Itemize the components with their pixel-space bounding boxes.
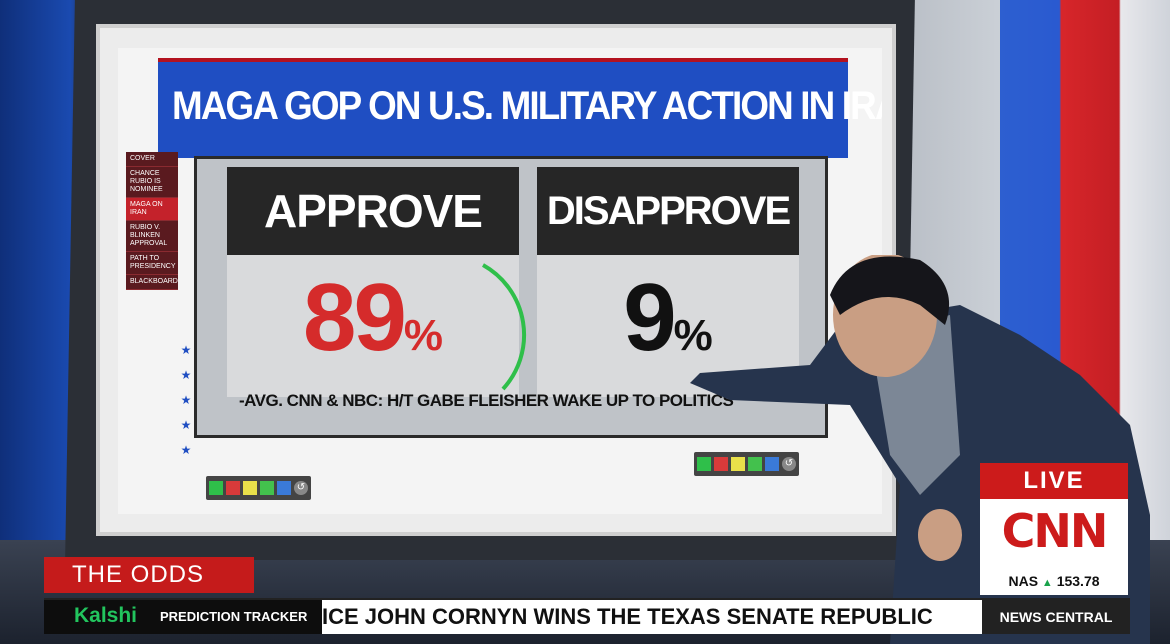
up-arrow-icon: ▲: [1041, 577, 1053, 589]
approve-value: 89: [303, 264, 407, 371]
approve-panel: APPROVE 89%: [227, 167, 527, 397]
side-nav-item-blackboard[interactable]: BLACKBOARD: [126, 275, 178, 290]
lower-third: Kalshi PREDICTION TRACKER ICE JOHN CORNY…: [44, 598, 1130, 634]
segment-tag: THE ODDS: [44, 557, 254, 593]
refresh-icon[interactable]: ↺: [294, 481, 308, 495]
graphic-title: MAGA GOP ON U.S. MILITARY ACTION IN IRAN: [172, 84, 882, 128]
news-crawl: ICE JOHN CORNYN WINS THE TEXAS SENATE RE…: [322, 604, 933, 629]
cnn-logo: CNN: [1001, 504, 1109, 558]
sponsor-block: Kalshi PREDICTION TRACKER: [44, 600, 316, 634]
ticker-divider: [316, 600, 322, 634]
approve-label: APPROVE: [227, 167, 519, 255]
side-nav-item-cover[interactable]: COVER: [126, 152, 178, 167]
stock-value: 153.78: [1056, 573, 1100, 589]
program-name: NEWS CENTRAL: [982, 600, 1130, 634]
side-nav-item-rubio-blinken[interactable]: RUBIO V. BLINKEN APPROVAL: [126, 221, 178, 252]
approve-arc-indicator: [482, 263, 527, 391]
color-tray-right: ↺: [694, 452, 799, 476]
poll-source: -AVG. CNN & NBC: H/T GABE FLEISHER WAKE …: [239, 391, 734, 410]
swatch-red[interactable]: [714, 457, 728, 471]
swatch-green[interactable]: [209, 481, 223, 495]
swatch-blue[interactable]: [277, 481, 291, 495]
disapprove-unit: %: [673, 311, 713, 360]
stock-symbol: NAS: [1008, 573, 1039, 589]
swatch-blue[interactable]: [765, 457, 779, 471]
disapprove-value: 9: [623, 264, 676, 371]
graphic-title-band: MAGA GOP ON U.S. MILITARY ACTION IN IRAN: [158, 58, 882, 158]
refresh-icon[interactable]: ↺: [782, 457, 796, 471]
side-nav-item-maga-iran[interactable]: MAGA ON IRAN: [126, 198, 178, 221]
sponsor-subtitle: PREDICTION TRACKER: [160, 609, 308, 624]
color-tray-left: ↺: [206, 476, 311, 500]
live-label: LIVE: [980, 463, 1128, 499]
swatch-yellow[interactable]: [243, 481, 257, 495]
swatch-green-2[interactable]: [260, 481, 274, 495]
disapprove-percent: 9%: [537, 263, 799, 373]
approve-unit: %: [403, 311, 443, 360]
star-decoration-left: ★ ★ ★ ★ ★: [180, 343, 192, 457]
sponsor-name: Kalshi: [74, 604, 138, 627]
side-nav: COVER CHANCE RUBIO IS NOMINEE MAGA ON IR…: [126, 152, 178, 290]
side-nav-item-path-presidency[interactable]: PATH TO PRESIDENCY: [126, 252, 178, 275]
stock-ticker: NAS ▲ 153.78: [980, 573, 1128, 589]
swatch-green[interactable]: [697, 457, 711, 471]
approve-percent: 89%: [227, 263, 519, 373]
disapprove-label: DISAPPROVE: [537, 167, 799, 255]
cnn-live-bug: LIVE CNN NAS ▲ 153.78: [980, 463, 1128, 595]
swatch-red[interactable]: [226, 481, 240, 495]
side-nav-item-rubio-nominee[interactable]: CHANCE RUBIO IS NOMINEE: [126, 167, 178, 198]
swatch-yellow[interactable]: [731, 457, 745, 471]
swatch-green-2[interactable]: [748, 457, 762, 471]
disapprove-panel: DISAPPROVE 9%: [537, 167, 799, 397]
